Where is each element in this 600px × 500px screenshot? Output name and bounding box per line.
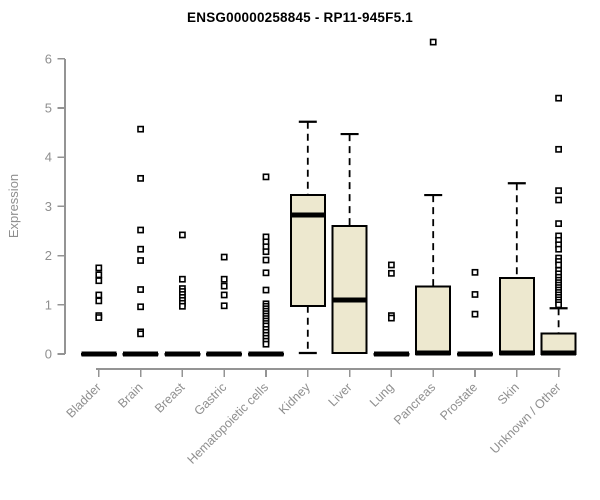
- outlier-point: [137, 330, 144, 338]
- outlier-point: [179, 231, 186, 239]
- y-tick-label: 5: [45, 101, 52, 116]
- iqr-box: [498, 277, 535, 355]
- box-lung: [373, 261, 410, 357]
- outlier-point: [95, 291, 103, 299]
- outlier-point: [220, 275, 228, 283]
- outlier-point: [137, 303, 144, 311]
- x-tick-label: Gastric: [191, 380, 229, 418]
- outlier-point: [179, 302, 186, 310]
- chart-title: ENSG00000258845 - RP11-945F5.1: [187, 10, 413, 25]
- outlier-point: [555, 301, 562, 309]
- outlier-point: [471, 268, 479, 276]
- outlier-point: [555, 94, 562, 102]
- outlier-point: [555, 145, 562, 153]
- box-hematopoietic-cells: [248, 173, 284, 357]
- outlier-point: [262, 173, 270, 181]
- outlier-point: [95, 314, 103, 321]
- outlier-point: [555, 261, 562, 269]
- box-unknown-other: [540, 94, 577, 356]
- y-tick-label: 2: [45, 248, 52, 263]
- outlier-point: [262, 256, 270, 264]
- x-tick-label: Bladder: [64, 380, 104, 420]
- outlier-point: [471, 310, 479, 318]
- y-tick-label: 4: [45, 150, 52, 165]
- outlier-point: [262, 340, 270, 348]
- x-tick-label: Brain: [115, 380, 146, 411]
- box-prostate: [457, 268, 493, 357]
- x-tick-label: Lung: [367, 380, 397, 410]
- x-tick-label: Unknown / Other: [487, 380, 563, 456]
- outlier-point: [220, 253, 228, 261]
- iqr-box: [331, 225, 368, 355]
- outlier-point: [95, 277, 103, 285]
- outlier-point: [220, 282, 228, 290]
- iqr-box: [289, 194, 326, 307]
- iqr-box: [415, 285, 452, 356]
- x-tick-label: Skin: [495, 380, 522, 407]
- outlier-point: [137, 286, 144, 293]
- x-tick-label: Pancreas: [391, 380, 438, 427]
- outlier-point: [220, 291, 228, 299]
- outlier-point: [387, 269, 395, 277]
- outlier-point: [137, 245, 144, 253]
- outlier-point: [429, 38, 437, 46]
- outlier-point: [262, 269, 270, 277]
- box-breast: [164, 231, 201, 357]
- outlier-point: [555, 187, 562, 195]
- outlier-point: [95, 297, 103, 305]
- box-gastric: [206, 253, 243, 357]
- outlier-point: [137, 125, 144, 133]
- box-pancreas: [415, 38, 452, 356]
- outlier-point: [137, 257, 144, 264]
- outlier-point: [179, 275, 186, 283]
- x-tick-label: Kidney: [276, 380, 313, 417]
- y-tick-label: 6: [45, 51, 52, 66]
- outlier-point: [220, 302, 228, 310]
- y-tick-label: 1: [45, 297, 52, 312]
- outlier-point: [262, 286, 270, 294]
- box-skin: [498, 182, 535, 356]
- outlier-point: [387, 261, 395, 269]
- outlier-point: [555, 196, 562, 204]
- box-brain: [122, 125, 159, 357]
- y-tick-label: 0: [45, 347, 52, 362]
- x-tick-label: Hematopoietic cells: [185, 380, 272, 467]
- y-tick-label: 3: [45, 199, 52, 214]
- outlier-point: [137, 174, 144, 182]
- outlier-point: [95, 271, 103, 279]
- box-kidney: [289, 120, 326, 355]
- outlier-point: [95, 264, 103, 272]
- x-tick-label: Liver: [326, 380, 355, 409]
- x-tick-label: Prostate: [437, 380, 480, 423]
- outlier-point: [471, 291, 479, 298]
- outlier-point: [387, 314, 395, 322]
- box-bladder: [80, 264, 117, 357]
- outlier-point: [137, 226, 144, 234]
- outlier-point: [262, 248, 270, 256]
- outlier-point: [555, 245, 562, 253]
- outlier-point: [555, 220, 562, 228]
- y-axis-label: Expression: [6, 174, 21, 238]
- box-liver: [331, 132, 368, 355]
- x-tick-label: Breast: [152, 380, 188, 416]
